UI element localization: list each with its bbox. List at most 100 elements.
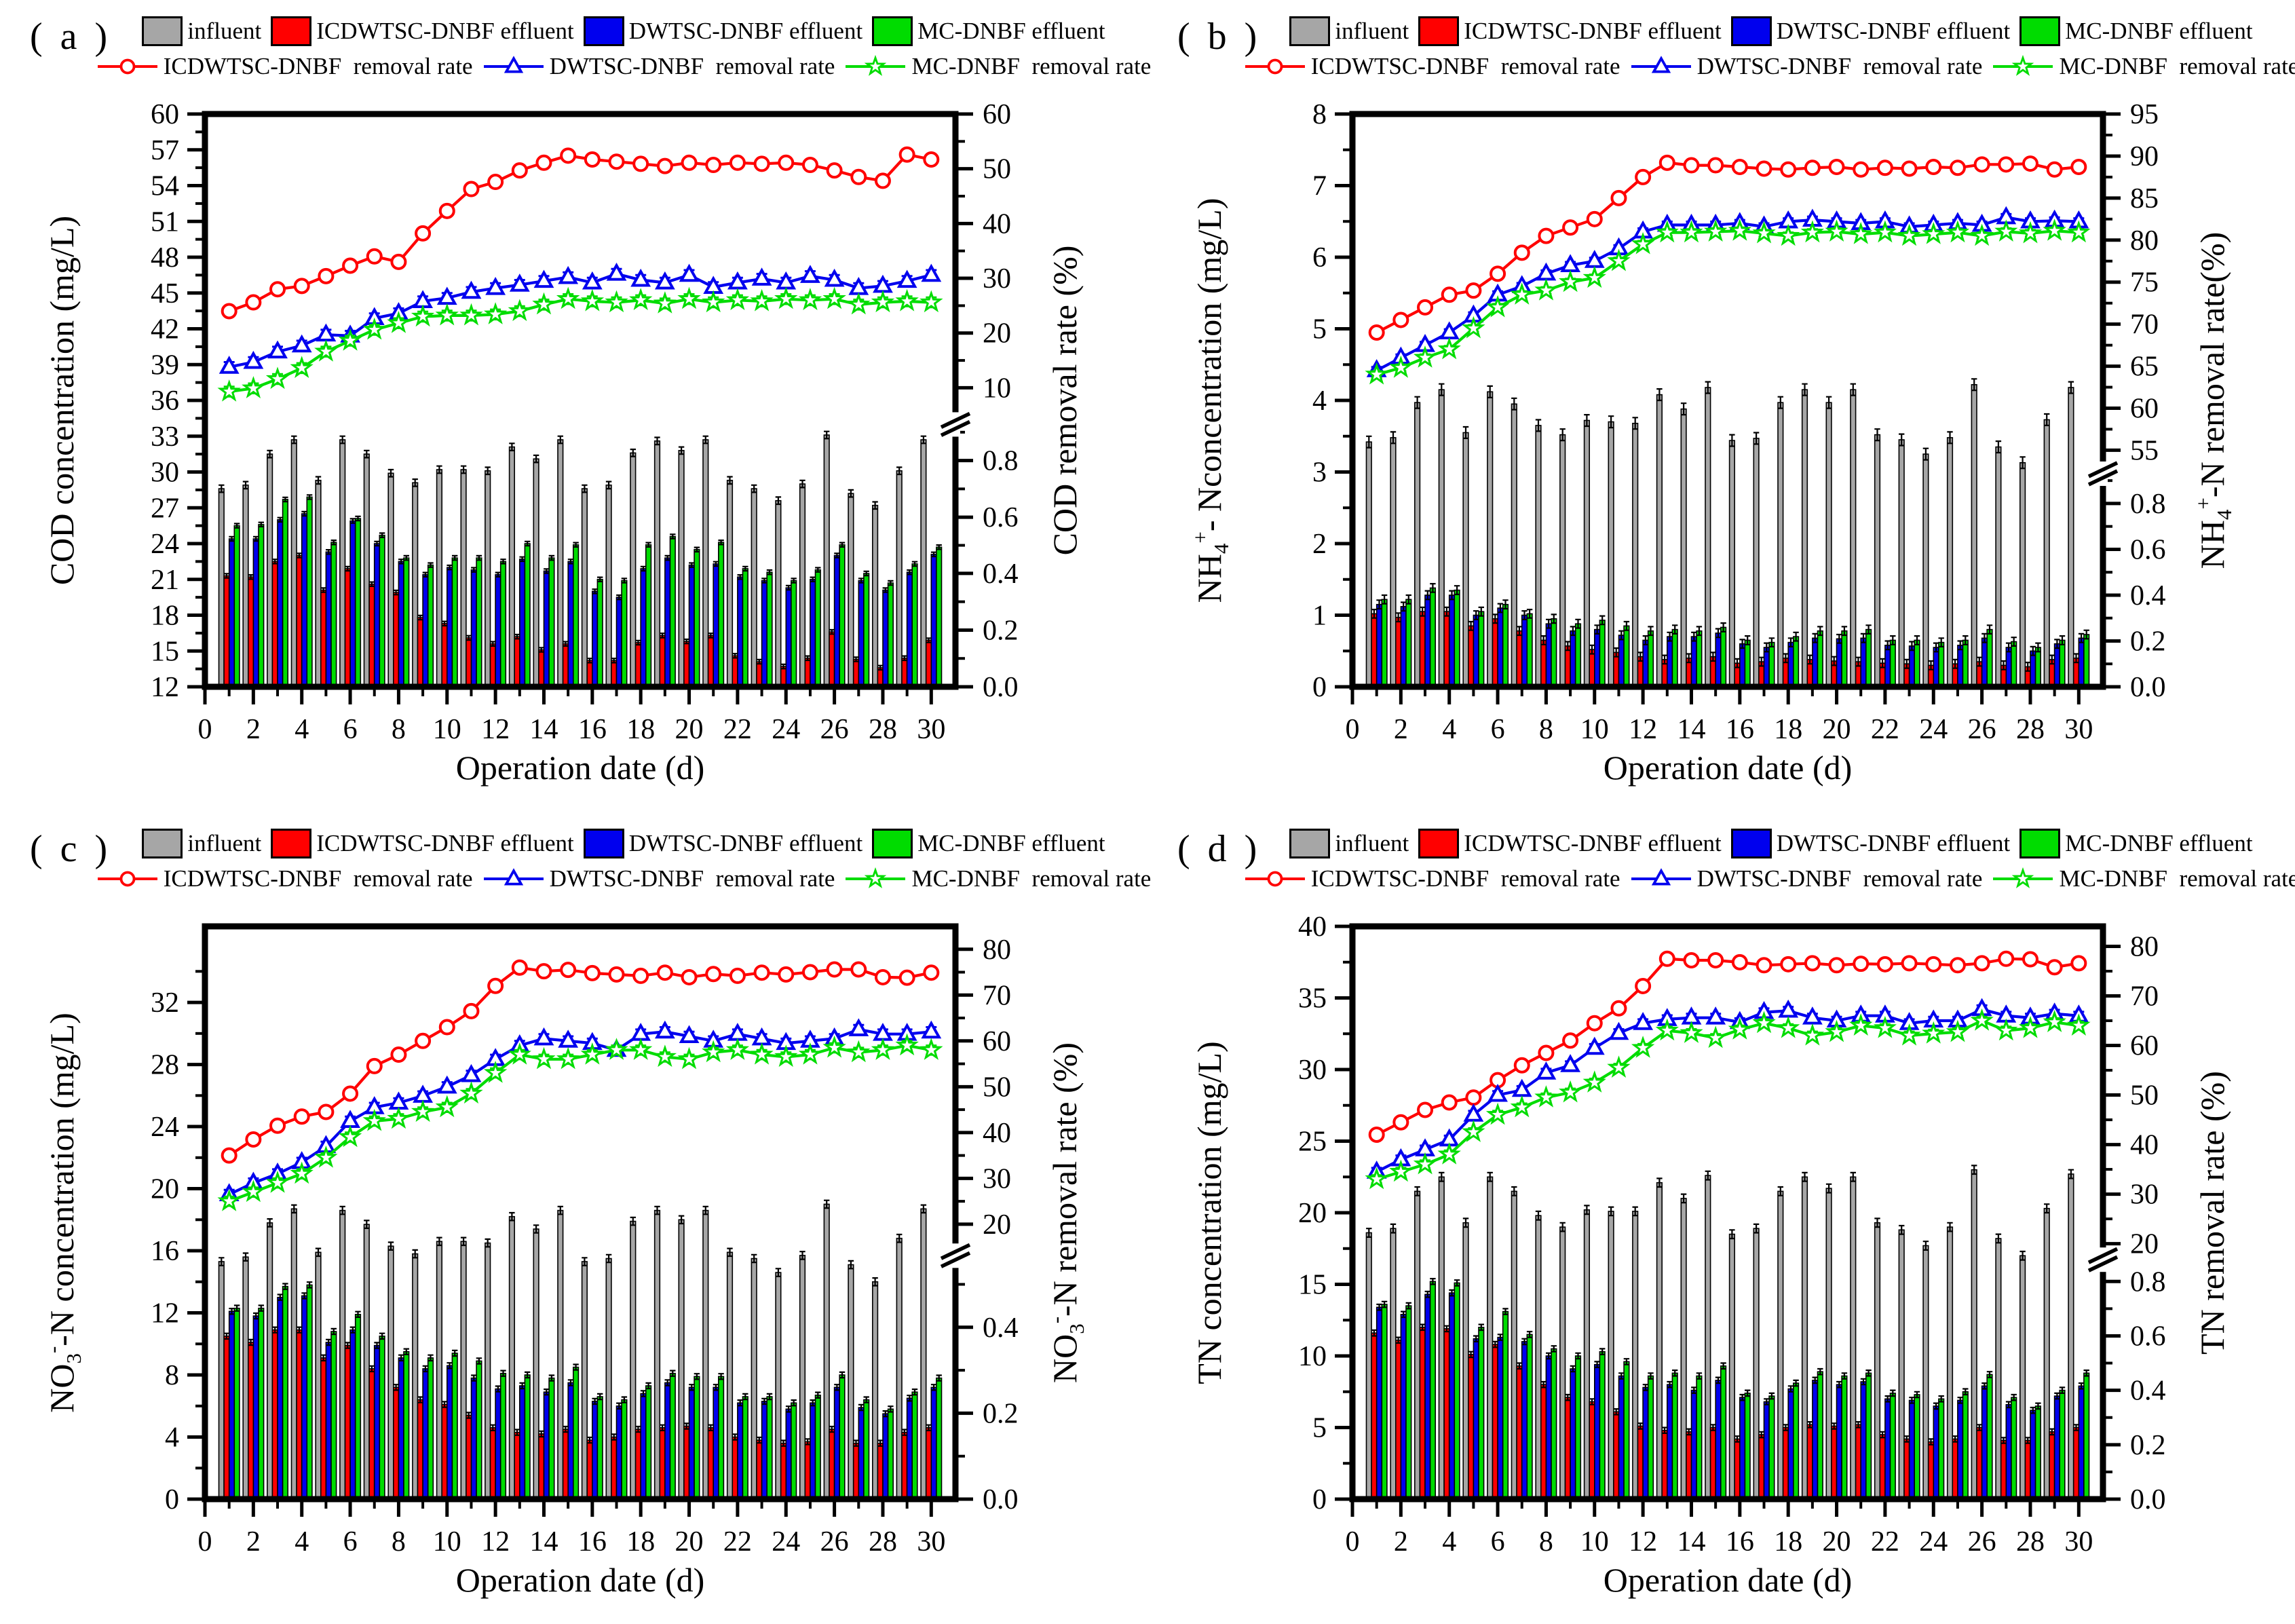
x-tick-label: 20 (675, 714, 704, 745)
legend-label: influent (187, 829, 262, 856)
legend-icdwtsc-dnbf-effluent: ICDWTSC-DNBF effluent (271, 16, 574, 46)
legend-label: ICDWTSC-DNBF effluent (1464, 829, 1722, 856)
x-tick-label: 28 (869, 1526, 897, 1557)
x-tick-label: 18 (1774, 1526, 1802, 1557)
legend-influent: influent (142, 16, 261, 46)
legend-label: DWTSC-DNBF effluent (1776, 17, 2011, 44)
legend-swatch-dwtsc (583, 829, 624, 858)
right-tick-label: 55 (2130, 435, 2159, 466)
legend-c: influent ICDWTSC-DNBF effluent DWTSC-DNBF … (97, 829, 1151, 892)
left-tick-label: 4 (1312, 385, 1327, 417)
right-tick-label: 0.0 (2130, 672, 2166, 703)
right-tick-label: 0.6 (983, 502, 1019, 533)
x-tick-label: 22 (723, 714, 752, 745)
right-tick-label: 70 (983, 980, 1011, 1011)
x-tick-label: 6 (1491, 714, 1505, 745)
left-tick-label: 51 (151, 206, 179, 238)
legend-mc-dnbf-removal-rate: MC-DNBF removal rate (1992, 866, 2295, 892)
right-tick-label: 50 (2130, 1080, 2159, 1112)
right-tick-label: 0.4 (2130, 580, 2166, 611)
legend-label: DWTSC-DNBF removal rate (549, 865, 835, 892)
right-axis-title: NH4+-N removal rate(%) (2191, 232, 2236, 569)
right-tick-label: 10 (983, 373, 1011, 404)
bar-errors-icdwtsc (223, 1326, 932, 1447)
legend-line-sample-dwtsc (1631, 56, 1691, 73)
legend-swatch-mc (2019, 829, 2061, 858)
left-tick-label: 5 (1312, 1413, 1327, 1444)
x-axis: 0 2 4 6 8 10 12 14 16 18 20 22 24 26 28 30 (198, 687, 945, 745)
line-mc (1365, 1008, 2091, 1190)
right-tick-label: 0.8 (2130, 1266, 2166, 1298)
right-tick-label: 0.4 (983, 559, 1019, 590)
x-tick-label: 12 (481, 1526, 510, 1557)
left-tick-label: 20 (1298, 1198, 1327, 1229)
line-icdwtsc (1368, 154, 2087, 341)
right-tick-label: 30 (983, 263, 1011, 295)
x-tick-label: 0 (198, 714, 212, 745)
legend-swatch-influent (1289, 16, 1331, 46)
right-tick-label: 0.0 (2130, 1484, 2166, 1515)
legend-label: influent (187, 17, 262, 44)
legend-dwtsc-dnbf-removal-rate: DWTSC-DNBF removal rate (482, 865, 835, 892)
legend-label: DWTSC-DNBF removal rate (549, 53, 835, 79)
x-tick-label: 20 (1823, 1526, 1851, 1557)
x-tick-label: 30 (2064, 714, 2093, 745)
x-tick-label: 10 (433, 714, 461, 745)
panel-tag-d: ( d ) (1177, 828, 1262, 870)
left-tick-label: 15 (151, 636, 179, 667)
x-tick-label: 24 (1919, 714, 1948, 745)
x-tick-label: 28 (869, 714, 897, 745)
right-tick-label: 0.2 (2130, 626, 2166, 657)
legend-dwtsc-dnbf-effluent: DWTSC-DNBF effluent (1730, 16, 2011, 46)
line-mc (217, 1033, 943, 1211)
right-axis-title: TN removal rate (%) (2193, 1071, 2231, 1355)
left-tick-label: 6 (1312, 242, 1327, 273)
legend-d: influent ICDWTSC-DNBF effluent DWTSC-DNBF … (1245, 829, 2295, 892)
x-tick-label: 14 (1677, 1526, 1705, 1557)
x-tick-label: 24 (772, 1526, 800, 1557)
x-axis-title: Operation date (d) (456, 1561, 705, 1599)
legend-label: DWTSC-DNBF effluent (1776, 829, 2011, 856)
legend-dwtsc-dnbf-effluent: DWTSC-DNBF effluent (583, 16, 862, 46)
right-tick-label: 50 (983, 1072, 1011, 1103)
legend-label: DWTSC-DNBF removal rate (1696, 865, 1983, 892)
bar-errors-influent (219, 430, 927, 510)
x-tick-label: 14 (529, 1526, 558, 1557)
bar-errors-mc (233, 1281, 942, 1413)
bar-errors-influent (219, 1199, 927, 1287)
left-tick-label: 32 (151, 987, 179, 1019)
x-tick-label: 16 (578, 714, 607, 745)
x-tick-label: 6 (343, 714, 358, 745)
x-axis: 0 2 4 6 8 10 12 14 16 18 20 22 24 26 28 30 (1346, 1499, 2093, 1557)
left-tick-label: 8 (165, 1360, 179, 1391)
x-tick-label: 10 (1580, 714, 1609, 745)
legend-label: MC-DNBF effluent (917, 17, 1105, 44)
left-tick-label: 16 (151, 1236, 179, 1267)
legend-swatch-icdwtsc (271, 16, 312, 46)
x-tick-label: 10 (433, 1526, 461, 1557)
x-tick-label: 2 (1394, 1526, 1408, 1557)
legend-label: ICDWTSC-DNBF removal rate (1310, 53, 1620, 79)
right-tick-label: 0.8 (2130, 489, 2166, 520)
bar-errors-mc (1381, 1278, 2089, 1410)
x-tick-label: 16 (578, 1526, 607, 1557)
legend-label: ICDWTSC-DNBF removal rate (163, 865, 473, 892)
line-mc (217, 286, 943, 402)
right-tick-label: 0.2 (2130, 1430, 2166, 1461)
bars-group (1365, 378, 2090, 687)
legend-swatch-mc (2019, 16, 2061, 46)
right-tick-label: 40 (983, 208, 1011, 240)
legend-swatch-icdwtsc (1418, 16, 1460, 46)
legend-label: MC-DNBF removal rate (911, 53, 1152, 79)
legend-label: MC-DNBF removal rate (2059, 53, 2295, 79)
x-tick-label: 26 (820, 714, 849, 745)
left-tick-label: 24 (151, 529, 179, 560)
legend-swatch-mc (872, 16, 913, 46)
x-tick-label: 24 (1919, 1526, 1948, 1557)
right-tick-label: 0.2 (983, 1398, 1019, 1429)
right-tick-label: 60 (983, 99, 1011, 130)
right-tick-label: 0.4 (2130, 1376, 2166, 1407)
left-tick-label: 35 (1298, 983, 1327, 1015)
left-axis: 0 1 2 3 4 5 6 7 8 (1312, 99, 1352, 703)
